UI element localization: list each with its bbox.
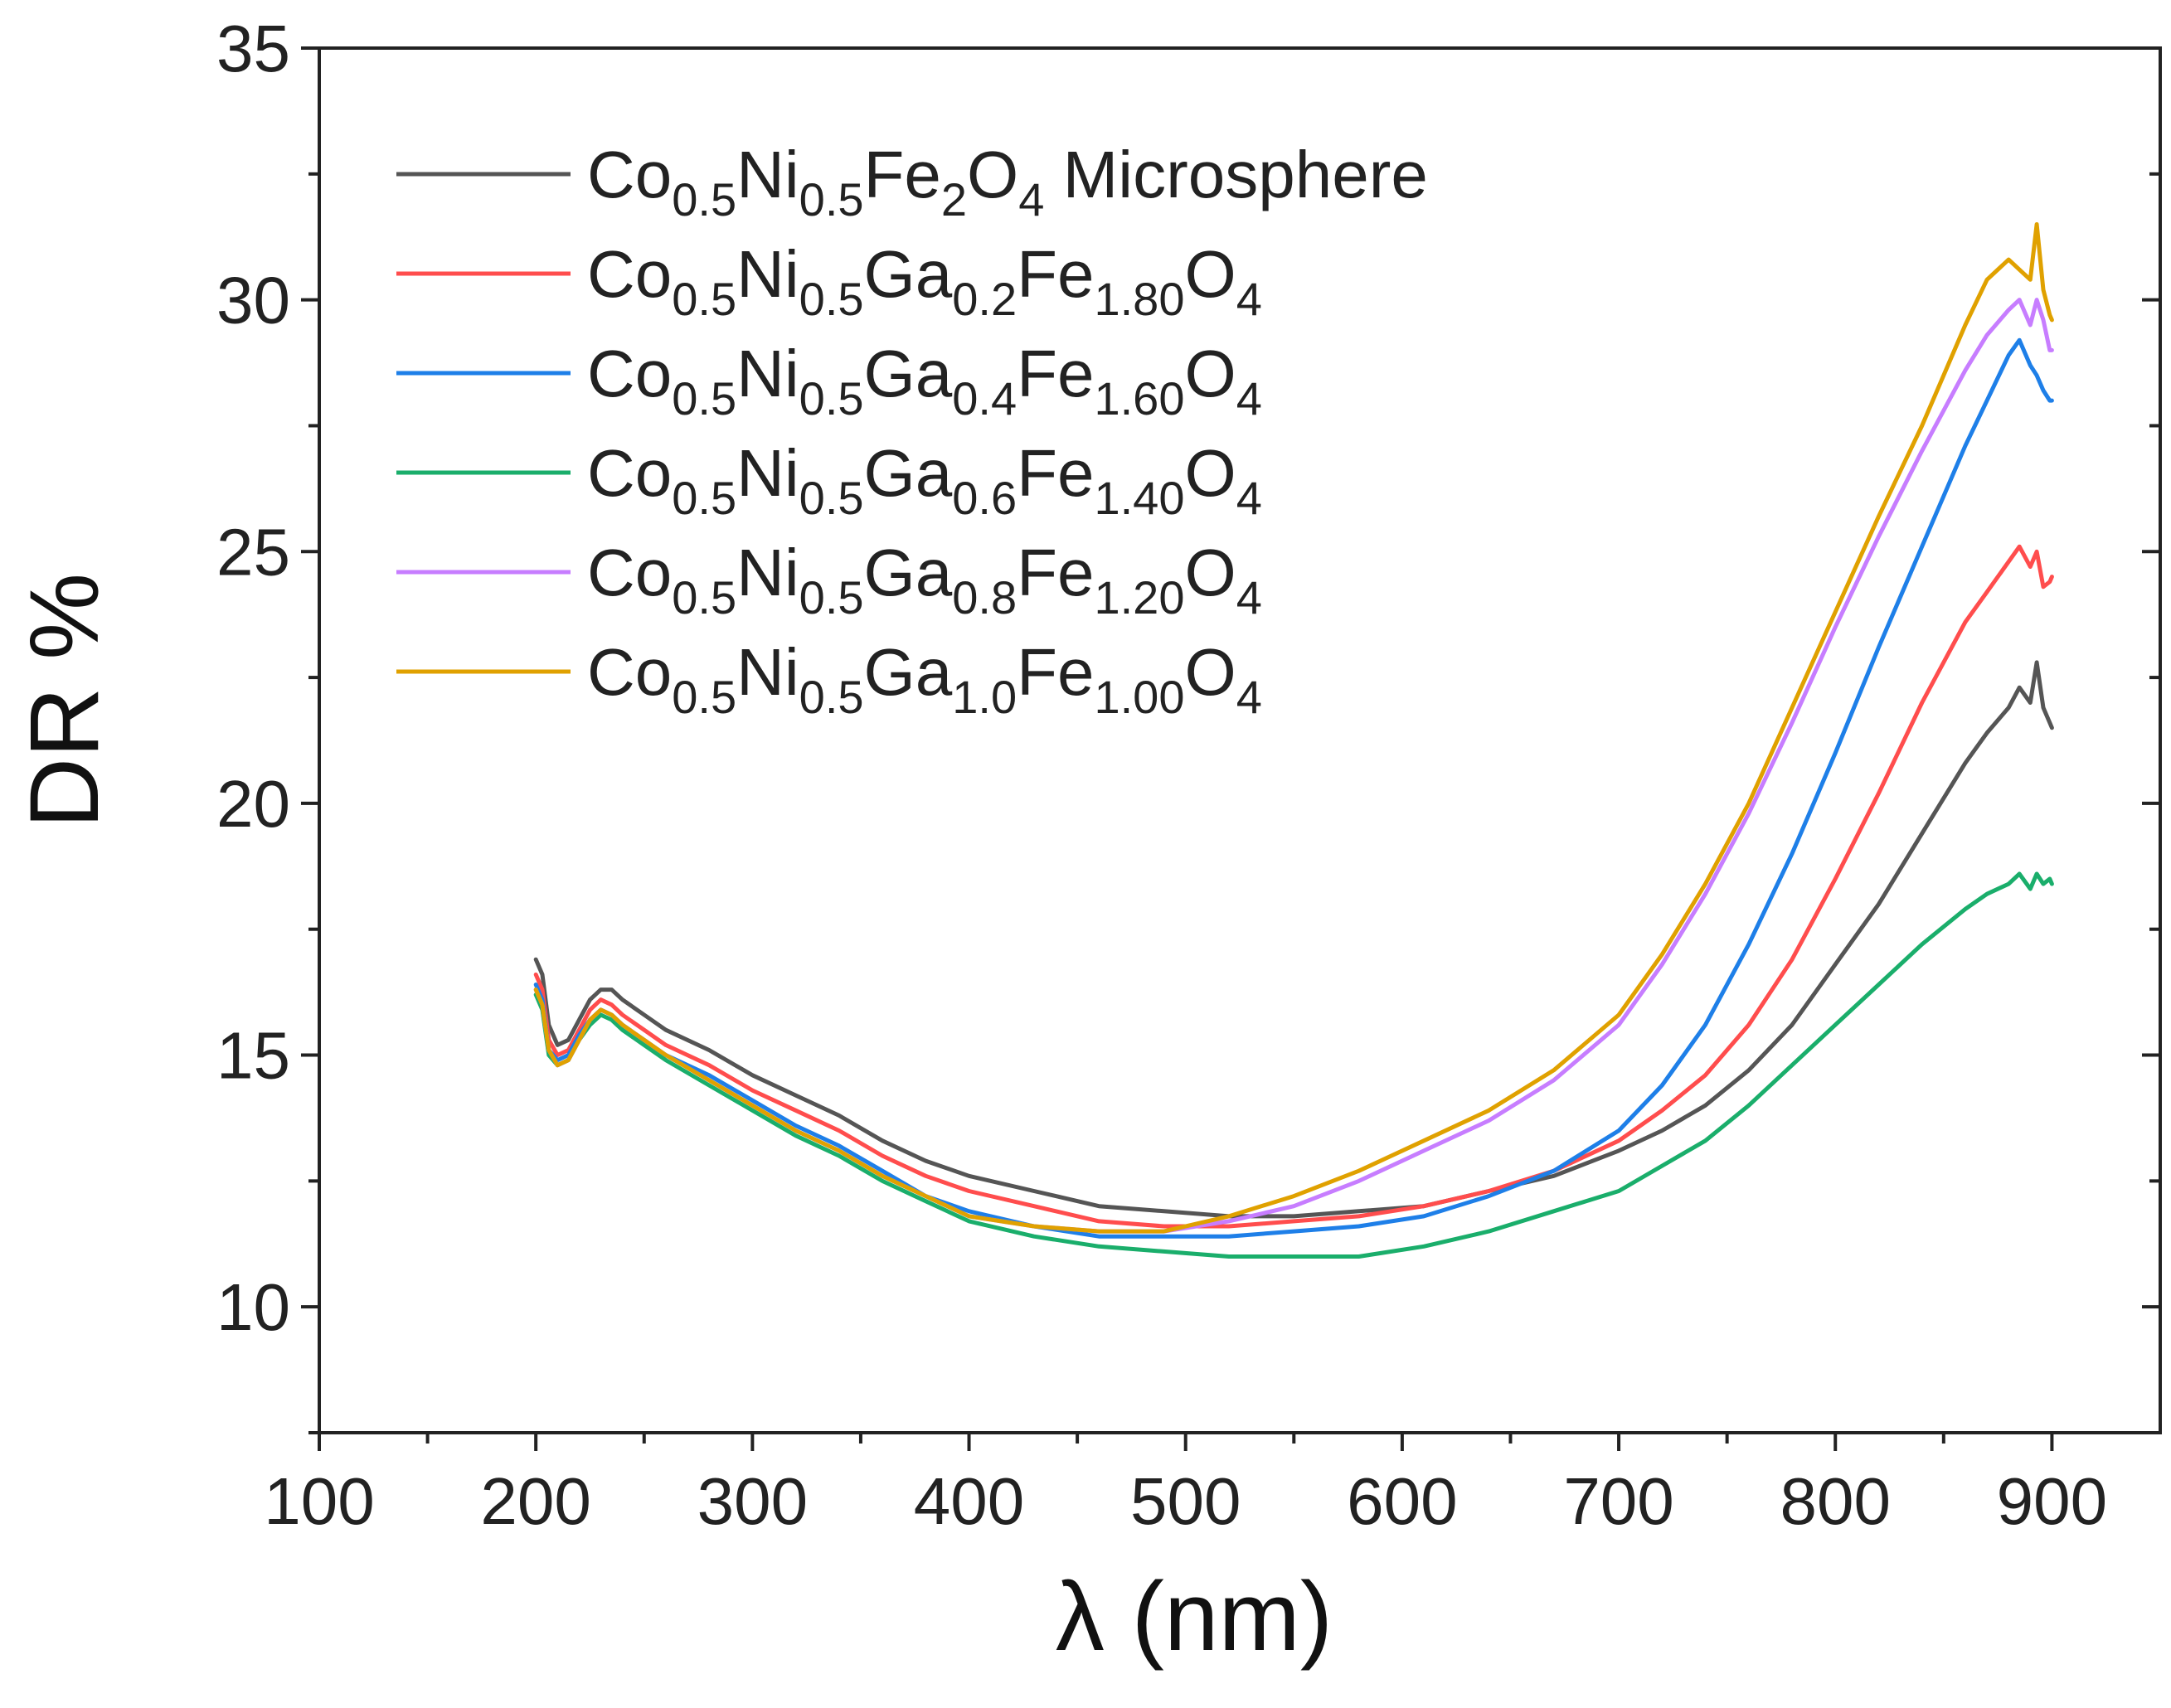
legend-label: Co0.5Ni0.5Ga0.6Fe1.40O4 (587, 436, 1262, 524)
y-tick-label: 15 (216, 1019, 290, 1093)
series-line-4 (533, 871, 2054, 1259)
series-line-2 (533, 544, 2054, 1229)
y-tick-label: 25 (216, 515, 290, 589)
x-tick-label: 100 (264, 1464, 374, 1538)
legend-item: Co0.5Ni0.5Ga1.0Fe1.00O4 (396, 635, 1262, 723)
legend-item: Co0.5Ni0.5Ga0.4Fe1.60O4 (396, 337, 1262, 425)
legend-label: Co0.5Ni0.5Fe2O4 Microsphere (587, 138, 1428, 226)
legend-item: Co0.5Ni0.5Fe2O4 Microsphere (396, 138, 1428, 226)
series-lines (533, 222, 2054, 1259)
legend-item: Co0.5Ni0.5Ga0.6Fe1.40O4 (396, 436, 1262, 524)
legend: Co0.5Ni0.5Fe2O4 Microsphere Co0.5Ni0.5Ga0… (396, 138, 1428, 723)
legend-item: Co0.5Ni0.5Ga0.8Fe1.20O4 (396, 536, 1262, 624)
legend-label: Co0.5Ni0.5Ga1.0Fe1.00O4 (587, 635, 1262, 723)
y-tick-label: 30 (216, 264, 290, 337)
x-tick-label: 200 (480, 1464, 590, 1538)
y-tick-label: 35 (216, 12, 290, 85)
x-axis-title: λ (nm) (1056, 1562, 1333, 1672)
y-tick-label: 10 (216, 1270, 290, 1344)
x-tick-label: 300 (697, 1464, 808, 1538)
x-tick-label: 500 (1130, 1464, 1241, 1538)
legend-label: Co0.5Ni0.5Ga0.4Fe1.60O4 (587, 337, 1262, 425)
x-tick-label: 700 (1563, 1464, 1673, 1538)
series-line-6 (533, 222, 2054, 1234)
legend-label: Co0.5Ni0.5Ga0.2Fe1.80O4 (587, 237, 1262, 325)
legend-label: Co0.5Ni0.5Ga0.8Fe1.20O4 (587, 536, 1262, 624)
axes: 100 200 300 400 500 600 700 800 900 10 15 20 25 30 35 (216, 12, 2160, 1538)
y-axis-title: DR % (10, 573, 119, 828)
x-tick-label: 900 (1997, 1464, 2107, 1538)
x-tick-label: 600 (1347, 1464, 1457, 1538)
x-tick-label: 400 (914, 1464, 1024, 1538)
x-tick-label: 800 (1780, 1464, 1890, 1538)
y-tick-label: 20 (216, 767, 290, 841)
plot-frame (318, 46, 2162, 1434)
legend-item: Co0.5Ni0.5Ga0.2Fe1.80O4 (396, 237, 1262, 325)
